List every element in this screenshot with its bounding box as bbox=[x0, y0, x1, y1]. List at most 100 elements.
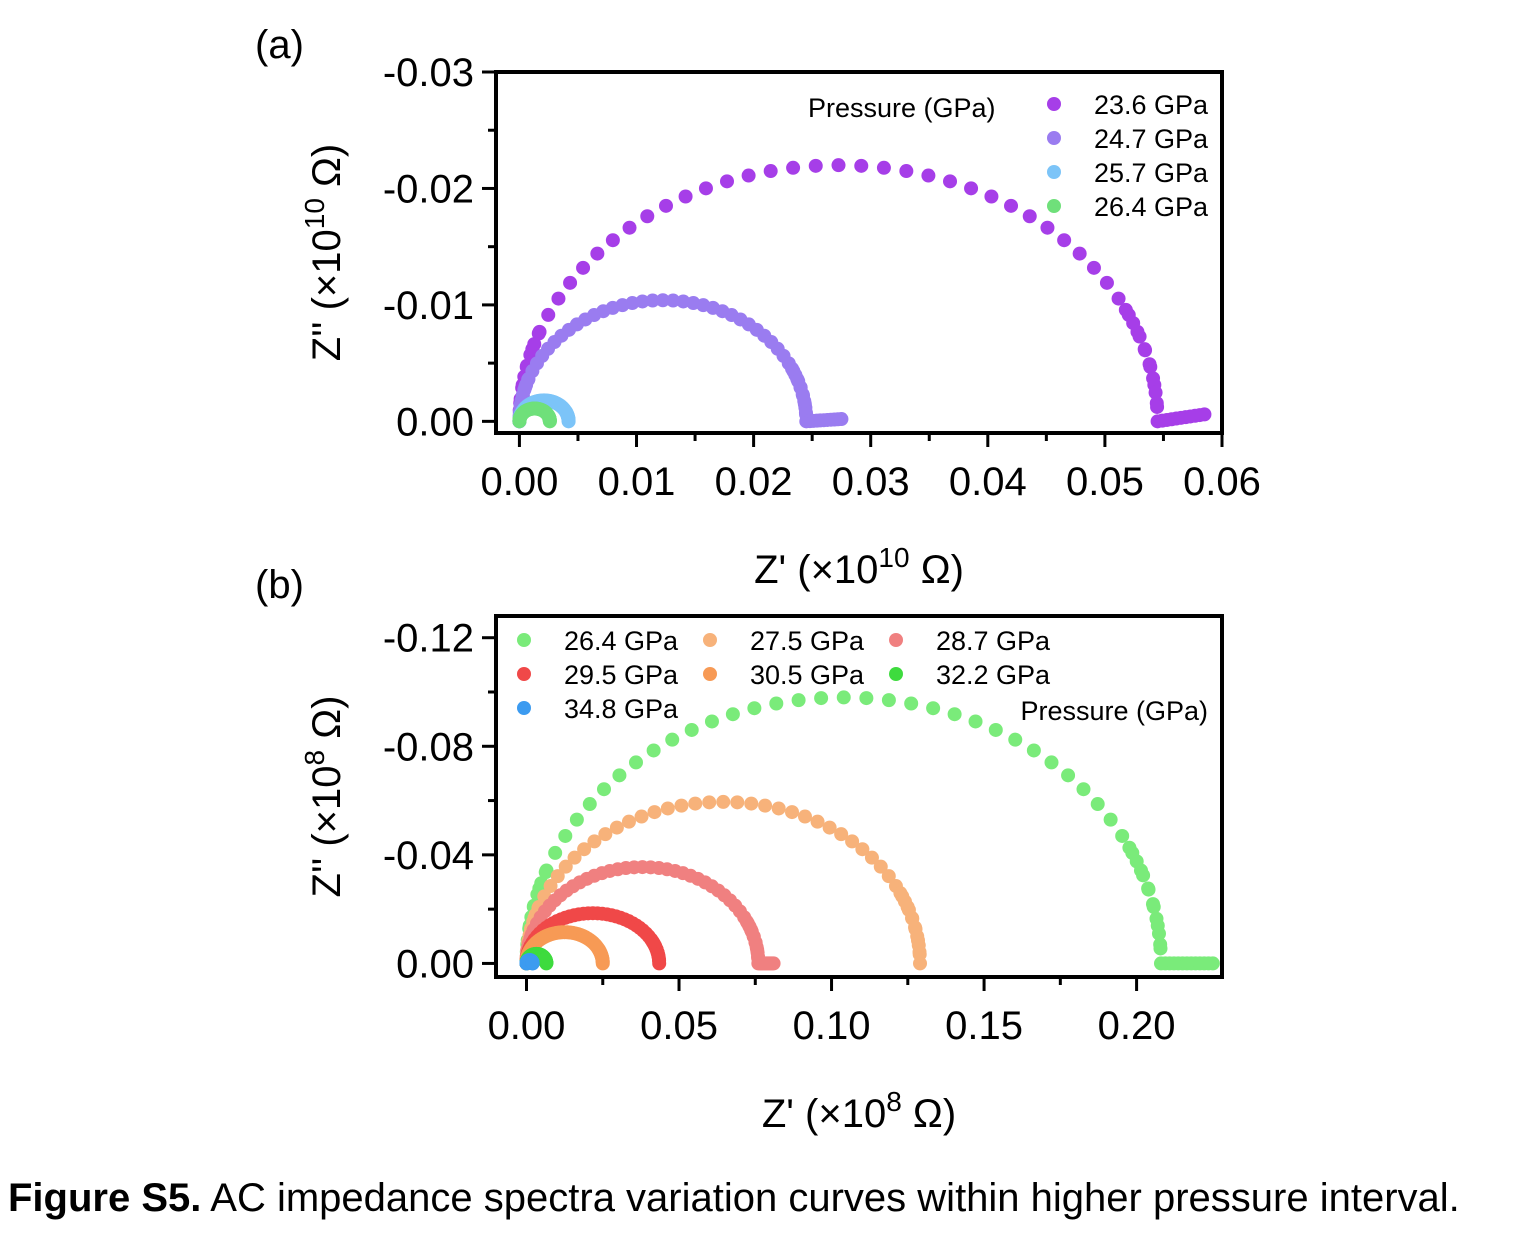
panel-label: (a) bbox=[255, 23, 304, 67]
x-tick-label: 0.05 bbox=[640, 1004, 718, 1048]
legend-item: 29.5 GPa bbox=[517, 660, 679, 690]
data-point bbox=[1057, 233, 1072, 248]
data-point bbox=[822, 820, 837, 835]
x-tick-label: 0.01 bbox=[598, 460, 676, 504]
legend-marker bbox=[517, 701, 531, 715]
data-point bbox=[1138, 343, 1153, 358]
data-point bbox=[859, 691, 874, 706]
data-point bbox=[744, 796, 759, 811]
x-tick-label: 0.06 bbox=[1183, 460, 1261, 504]
data-point bbox=[609, 820, 624, 835]
legend-item: 24.7 GPa bbox=[1047, 124, 1209, 154]
y-tick-label: 0.00 bbox=[396, 400, 474, 444]
legend-item: 30.5 GPa bbox=[703, 660, 865, 690]
legend-label: 30.5 GPa bbox=[750, 660, 865, 690]
data-point bbox=[704, 714, 719, 729]
data-point bbox=[1008, 732, 1023, 747]
data-point bbox=[876, 160, 891, 175]
data-point bbox=[926, 701, 941, 716]
x-tick-label: 0.05 bbox=[1066, 460, 1144, 504]
legend-label: 26.4 GPa bbox=[1094, 192, 1209, 222]
data-point bbox=[538, 952, 553, 967]
legend-item: 27.5 GPa bbox=[703, 626, 865, 656]
data-layer bbox=[512, 158, 1212, 429]
legend-label: 24.7 GPa bbox=[1094, 124, 1209, 154]
data-point bbox=[658, 198, 673, 213]
data-point bbox=[621, 814, 636, 829]
data-point bbox=[834, 412, 849, 427]
data-point bbox=[558, 859, 573, 874]
data-point bbox=[1115, 828, 1130, 843]
data-point bbox=[684, 722, 699, 737]
data-point bbox=[921, 168, 936, 183]
data-point bbox=[855, 842, 870, 857]
y-axis-label: Z'' (×1010 Ω) bbox=[299, 144, 349, 362]
data-point bbox=[567, 850, 582, 865]
data-point bbox=[1026, 743, 1041, 758]
data-point bbox=[831, 158, 846, 173]
legend-label: 32.2 GPa bbox=[936, 660, 1051, 690]
data-point bbox=[845, 834, 860, 849]
legend: Pressure (GPa) 26.4 GPa 27.5 GPa 28.7 GPa 29… bbox=[517, 626, 1208, 726]
data-point bbox=[582, 797, 597, 812]
data-point bbox=[563, 275, 578, 290]
data-point bbox=[559, 405, 574, 420]
y-tick-label: -0.03 bbox=[383, 51, 474, 95]
data-point bbox=[786, 160, 801, 175]
data-point bbox=[1142, 357, 1157, 372]
data-point bbox=[1076, 782, 1091, 797]
data-point bbox=[1086, 260, 1101, 275]
data-point bbox=[612, 768, 627, 783]
data-point bbox=[1146, 371, 1161, 386]
data-point bbox=[558, 828, 573, 843]
data-point bbox=[1126, 316, 1141, 331]
data-point bbox=[665, 732, 680, 747]
data-point bbox=[596, 782, 611, 797]
data-point bbox=[1136, 868, 1151, 883]
data-point bbox=[666, 293, 681, 308]
legend: Pressure (GPa) 23.6 GPa 24.7 GPa 25.7 GPa 26… bbox=[808, 90, 1209, 222]
data-point bbox=[645, 934, 660, 949]
data-point bbox=[836, 690, 851, 705]
data-point bbox=[739, 914, 754, 929]
y-tick-label: -0.08 bbox=[383, 725, 474, 769]
legend-item: 25.7 GPa bbox=[1047, 158, 1209, 188]
y-axis-label: Z'' (×108 Ω) bbox=[299, 696, 349, 898]
data-point bbox=[810, 814, 825, 829]
legend-label: 23.6 GPa bbox=[1094, 90, 1209, 120]
series-27-5 bbox=[519, 794, 928, 971]
data-point bbox=[1148, 385, 1163, 400]
legend-marker bbox=[889, 633, 903, 647]
data-point bbox=[988, 722, 1003, 737]
legend-item: 28.7 GPa bbox=[889, 626, 1051, 656]
data-point bbox=[674, 798, 689, 813]
data-point bbox=[771, 801, 786, 816]
x-tick-label: 0.10 bbox=[793, 1004, 871, 1048]
legend-label: 29.5 GPa bbox=[564, 660, 679, 690]
data-point bbox=[1061, 768, 1076, 783]
legend-label: 25.7 GPa bbox=[1094, 158, 1209, 188]
y-tick-label: -0.01 bbox=[383, 284, 474, 328]
data-point bbox=[763, 164, 778, 179]
data-point bbox=[1044, 755, 1059, 770]
data-layer bbox=[519, 690, 1220, 971]
data-point bbox=[968, 714, 983, 729]
data-point bbox=[785, 805, 800, 820]
legend-marker bbox=[517, 667, 531, 681]
data-point bbox=[605, 233, 620, 248]
x-axis-label: Z' (×1010 Ω) bbox=[754, 542, 964, 592]
data-point bbox=[698, 181, 713, 196]
panel-b: (b) 0.00 0.05 0.10 0.15 0.20 -0.12 -0.08 -0.04 0.… bbox=[255, 563, 1224, 1136]
data-point bbox=[640, 209, 655, 224]
data-point bbox=[660, 801, 675, 816]
data-point bbox=[1040, 220, 1055, 235]
data-point bbox=[741, 168, 756, 183]
data-point bbox=[1004, 198, 1019, 213]
data-point bbox=[984, 189, 999, 204]
legend-label: 26.4 GPa bbox=[564, 626, 679, 656]
data-point bbox=[1111, 291, 1126, 306]
legend-item: 26.4 GPa bbox=[517, 626, 679, 656]
data-point bbox=[635, 294, 650, 309]
legend-marker bbox=[517, 633, 531, 647]
data-point bbox=[1151, 926, 1166, 941]
